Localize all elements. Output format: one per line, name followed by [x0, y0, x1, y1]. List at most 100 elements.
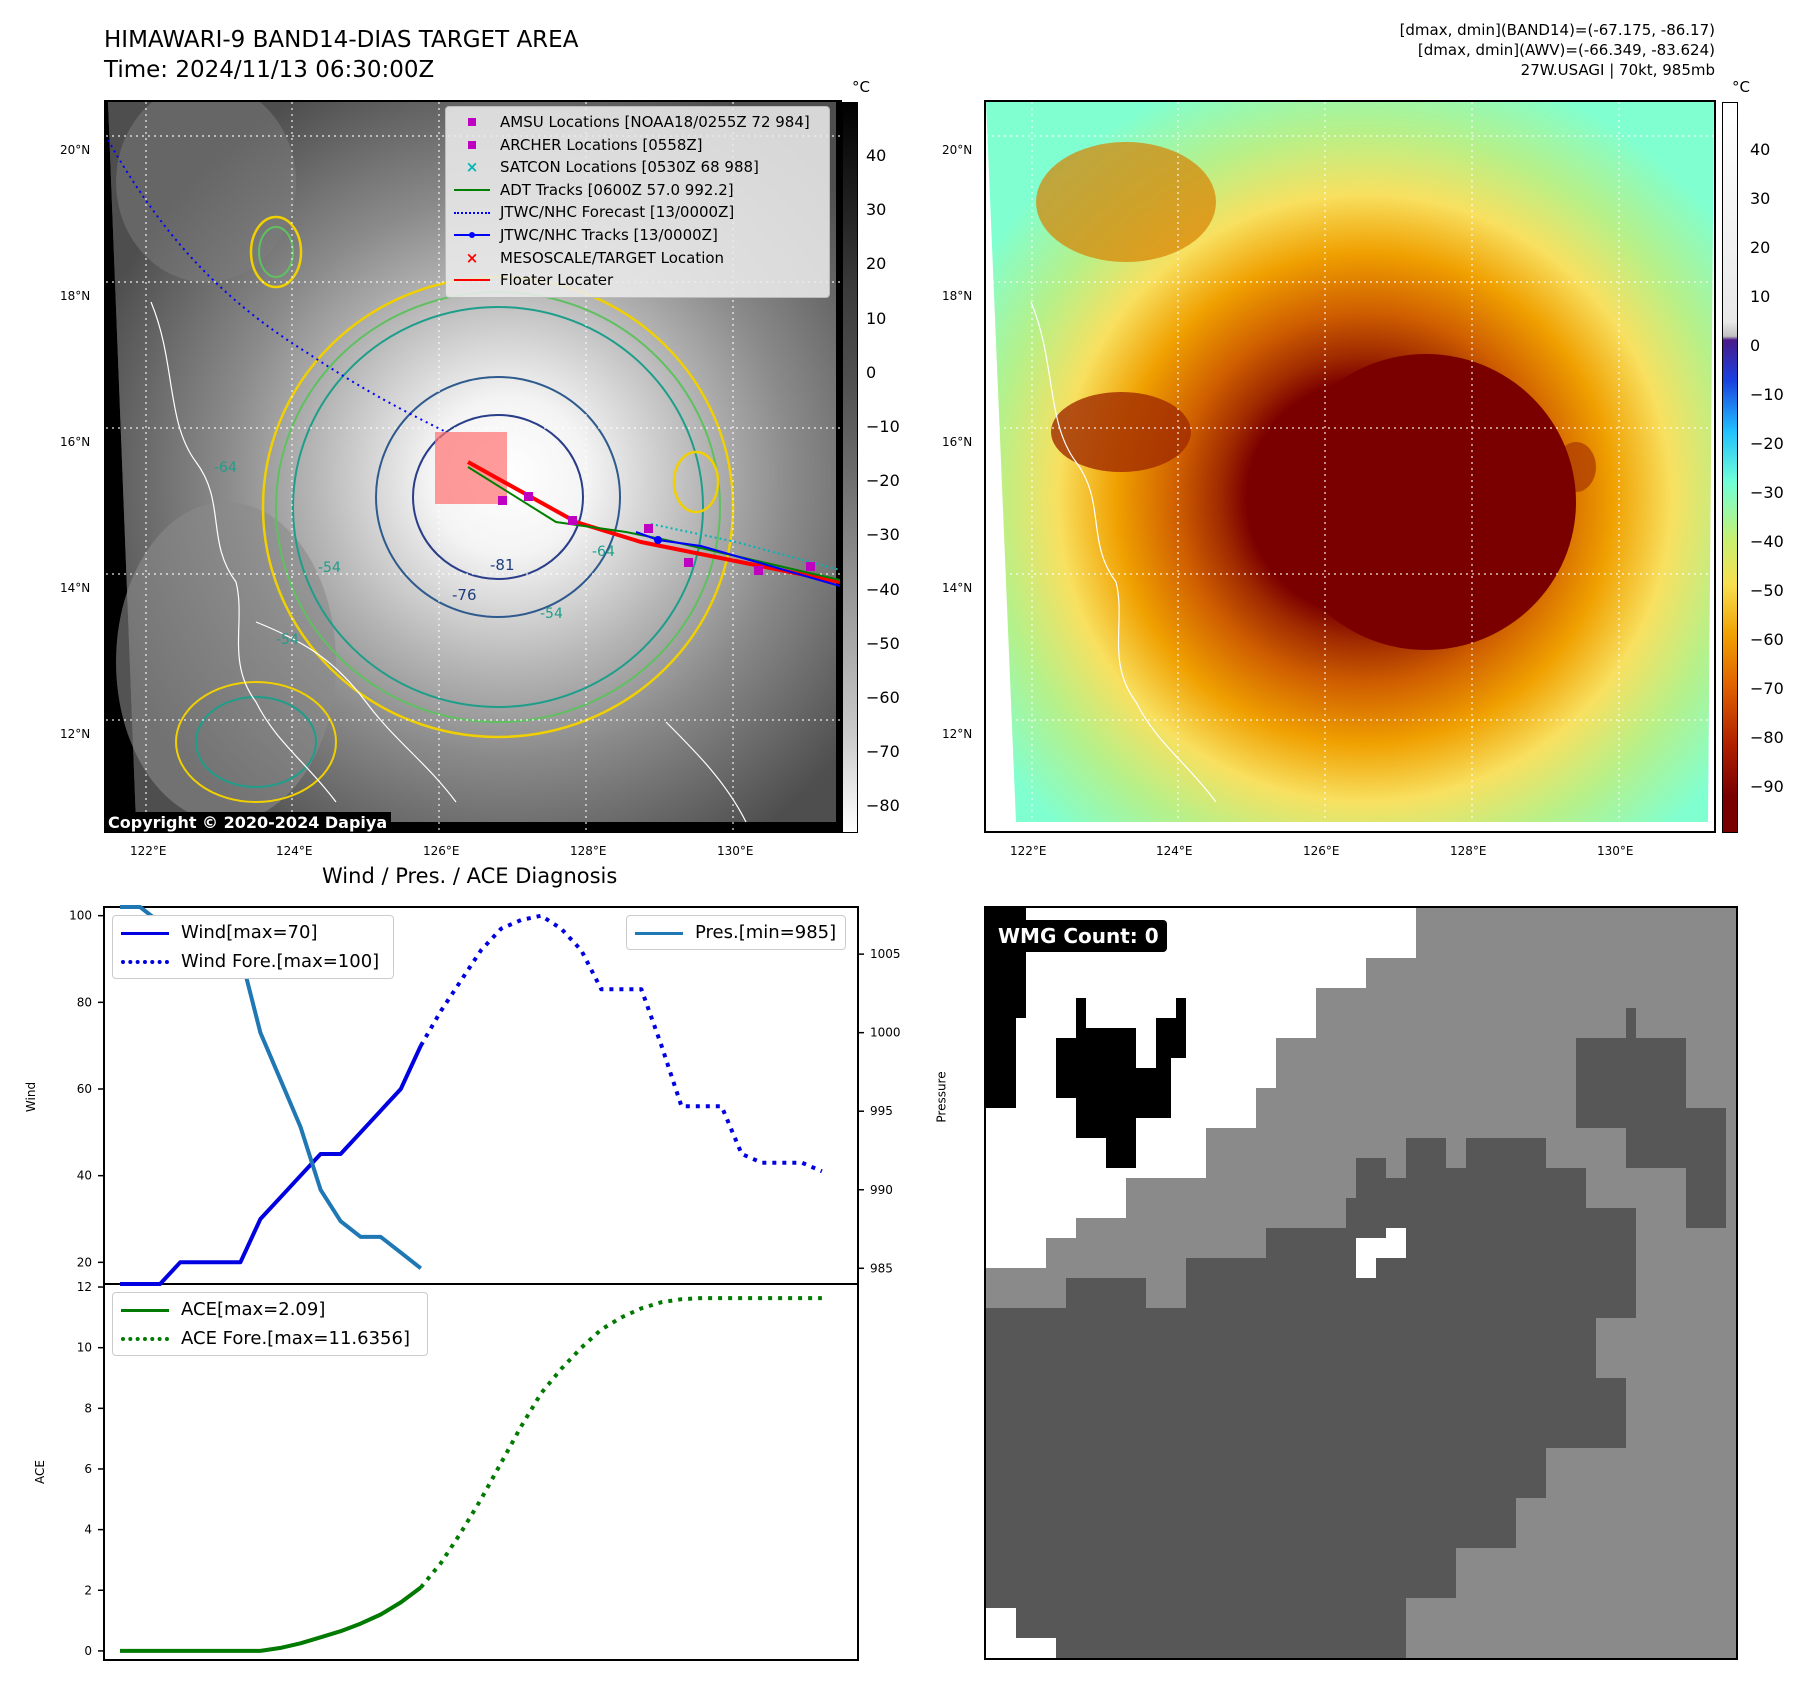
info-line-awv: [dmax, dmin](AWV)=(-66.349, -83.624) — [1417, 41, 1715, 59]
wind-tick-label: 20 — [77, 1255, 92, 1269]
diagnosis-chart: 20 40 60 80 100 985 990 995 1000 1005 0 2 4 6 8 10 12 — [69, 905, 901, 1661]
contour-label: -54 — [540, 606, 563, 622]
pressure-tick-label: 1005 — [870, 947, 901, 961]
lat-tick: 20°N — [942, 143, 973, 157]
pressure-legend: Pres.[min=985] — [626, 915, 846, 950]
pressure-tick-label: 1000 — [870, 1026, 901, 1040]
square-marker-icon — [454, 134, 490, 156]
colorbar-tick: 30 — [1750, 189, 1771, 208]
ace-legend: ACE[max=2.09] ACE Fore.[max=11.6356] — [112, 1292, 428, 1356]
lat-tick: 14°N — [942, 581, 973, 595]
colorbar-unit: °C — [1732, 78, 1750, 96]
colorbar-tick: 20 — [1750, 238, 1771, 257]
wmg-image — [986, 908, 1726, 1658]
ace-series-line — [120, 1585, 422, 1653]
legend-floater: Floater Locater — [454, 269, 821, 292]
contour-label: -76 — [452, 586, 477, 604]
line-icon — [635, 926, 683, 940]
line-icon — [454, 179, 490, 201]
colorbar-tick: −90 — [1750, 777, 1784, 796]
colorbar-tick: 0 — [866, 362, 877, 382]
line-icon — [454, 269, 490, 291]
left-colorbar — [842, 102, 858, 833]
wind-tick-label: 60 — [77, 1082, 92, 1096]
lon-tick: 130°E — [717, 844, 754, 858]
dotted-line-icon — [121, 955, 169, 969]
lon-tick: 124°E — [276, 844, 313, 858]
wind-series-line — [120, 1044, 423, 1286]
colorbar-tick: −70 — [866, 742, 900, 762]
colorbar-tick: −40 — [1750, 532, 1784, 551]
legend-jtwc-forecast: JTWC/NHC Forecast [13/0000Z] — [454, 201, 821, 224]
line-icon — [121, 926, 169, 940]
dotted-line-icon — [454, 202, 490, 224]
square-marker-icon — [454, 111, 490, 133]
lat-tick: 16°N — [60, 435, 91, 449]
right-colorbar — [1722, 102, 1738, 833]
lat-tick: 16°N — [942, 435, 973, 449]
contour-label: -81 — [490, 556, 515, 574]
colorbar-tick: −10 — [1750, 385, 1784, 404]
info-block: [dmax, dmin](BAND14)=(-67.175, -86.17) [… — [1400, 20, 1715, 80]
info-line-band14: [dmax, dmin](BAND14)=(-67.175, -86.17) — [1399, 21, 1715, 39]
legend-archer: ARCHER Locations [0558Z] — [454, 134, 821, 157]
wind-tick-label: 80 — [77, 995, 92, 1009]
colorbar-tick: −50 — [1750, 581, 1784, 600]
info-line-storm: 27W.USAGI | 70kt, 985mb — [1520, 61, 1715, 79]
colorbar-tick: 10 — [866, 308, 887, 328]
awv-map-image — [986, 102, 1714, 831]
wind-tick-label: 40 — [77, 1169, 92, 1183]
colorbar-tick: −20 — [1750, 434, 1784, 453]
legend-adt: ADT Tracks [0600Z 57.0 992.2] — [454, 179, 821, 202]
ace-tick-label: 6 — [84, 1462, 92, 1476]
lon-tick: 128°E — [1450, 844, 1487, 858]
ace-forecast-series-line — [419, 1296, 822, 1589]
ace-tick-label: 4 — [84, 1523, 92, 1537]
colorbar-tick: 40 — [1750, 140, 1771, 159]
colorbar-tick: −30 — [866, 525, 900, 545]
lon-tick: 128°E — [570, 844, 607, 858]
pressure-axis-label: Pressure — [934, 1071, 949, 1123]
pressure-tick-label: 985 — [870, 1261, 893, 1275]
legend-wind-forecast: Wind Fore.[max=100] — [121, 947, 385, 976]
ace-tick-label: 10 — [77, 1341, 92, 1355]
ace-frame — [103, 1283, 859, 1661]
ace-tick-label: 0 — [84, 1644, 92, 1658]
ace-tick-label: 12 — [77, 1280, 92, 1294]
colorbar-tick: 40 — [866, 146, 887, 165]
lat-tick: 12°N — [60, 727, 91, 741]
colorbar-tick: −80 — [866, 796, 900, 816]
pressure-tick-label: 990 — [870, 1183, 893, 1197]
legend-pressure: Pres.[min=985] — [635, 918, 837, 947]
lon-tick: 130°E — [1597, 844, 1634, 858]
colorbar-tick: −50 — [866, 633, 900, 653]
colorbar-tick: −40 — [866, 579, 900, 599]
x-marker-icon: × — [465, 248, 479, 267]
awv-map-panel — [984, 100, 1716, 833]
lon-tick: 122°E — [130, 844, 167, 858]
copyright-label: Copyright © 2020-2024 Dapiya — [104, 812, 392, 833]
x-marker-icon: × — [465, 158, 479, 177]
wmg-count-badge: WMG Count: 0 — [990, 920, 1167, 952]
wmg-panel — [984, 906, 1738, 1660]
legend-ace-forecast: ACE Fore.[max=11.6356] — [121, 1324, 419, 1353]
colorbar-tick: −70 — [1750, 679, 1784, 698]
lon-tick: 124°E — [1156, 844, 1193, 858]
figure-time: Time: 2024/11/13 06:30:00Z — [104, 57, 435, 83]
colorbar-tick: 30 — [866, 200, 887, 220]
figure-title: HIMAWARI-9 BAND14-DIAS TARGET AREA — [104, 27, 579, 53]
lon-tick: 122°E — [1010, 844, 1047, 858]
colorbar-unit: °C — [852, 78, 870, 96]
colorbar-tick: −60 — [1750, 630, 1784, 649]
lat-tick: 14°N — [60, 581, 91, 595]
legend-satcon: × SATCON Locations [0530Z 68 988] — [454, 156, 821, 179]
lat-tick: 12°N — [942, 727, 973, 741]
line-icon — [121, 1303, 169, 1317]
wind-axis-label: Wind — [24, 1081, 39, 1113]
dotted-line-icon — [121, 1332, 169, 1346]
legend-wind: Wind[max=70] — [121, 918, 385, 947]
contour-label: -54 — [318, 560, 341, 576]
ace-tick-label: 8 — [84, 1401, 92, 1415]
legend-jtwc-tracks: JTWC/NHC Tracks [13/0000Z] — [454, 224, 821, 247]
ace-tick-label: 2 — [84, 1583, 92, 1597]
